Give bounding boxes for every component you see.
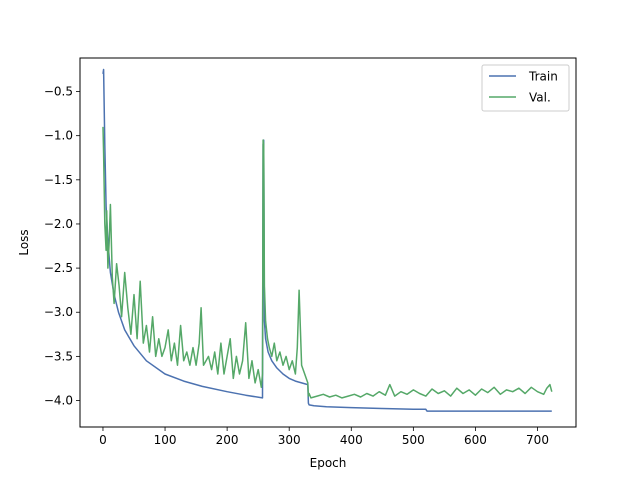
series-line-train [102,68,552,412]
x-tick-label: 600 [464,433,487,447]
plot-frame [79,57,577,428]
y-tick-label: −1.0 [44,129,73,143]
x-axis-label: Epoch [310,456,347,470]
x-axis: 0 100 200 300 400 500 600 700 [99,427,549,447]
legend-label-val: Val. [529,91,551,105]
x-tick-label: 100 [154,433,177,447]
x-tick-label: 400 [340,433,363,447]
y-tick-label: −0.5 [44,85,73,99]
series-line-val [102,126,553,399]
legend-label-train: Train [528,70,558,84]
y-tick-label: −1.5 [44,173,73,187]
y-tick-label: −2.5 [44,261,73,275]
plot-area [102,68,553,412]
y-axis-label: Loss [17,229,31,255]
x-tick-label: 500 [402,433,425,447]
x-tick-label: 700 [526,433,549,447]
legend: Train Val. [481,64,570,112]
y-tick-label: −3.5 [44,349,73,363]
y-axis: −4.0 −3.5 −3.0 −2.5 −2.0 −1.5 −1.0 −0.5 [44,85,80,408]
x-tick-label: 300 [278,433,301,447]
y-tick-label: −2.0 [44,217,73,231]
x-tick-label: 200 [216,433,239,447]
y-tick-label: −3.0 [44,305,73,319]
x-tick-label: 0 [99,433,107,447]
y-tick-label: −4.0 [44,394,73,408]
